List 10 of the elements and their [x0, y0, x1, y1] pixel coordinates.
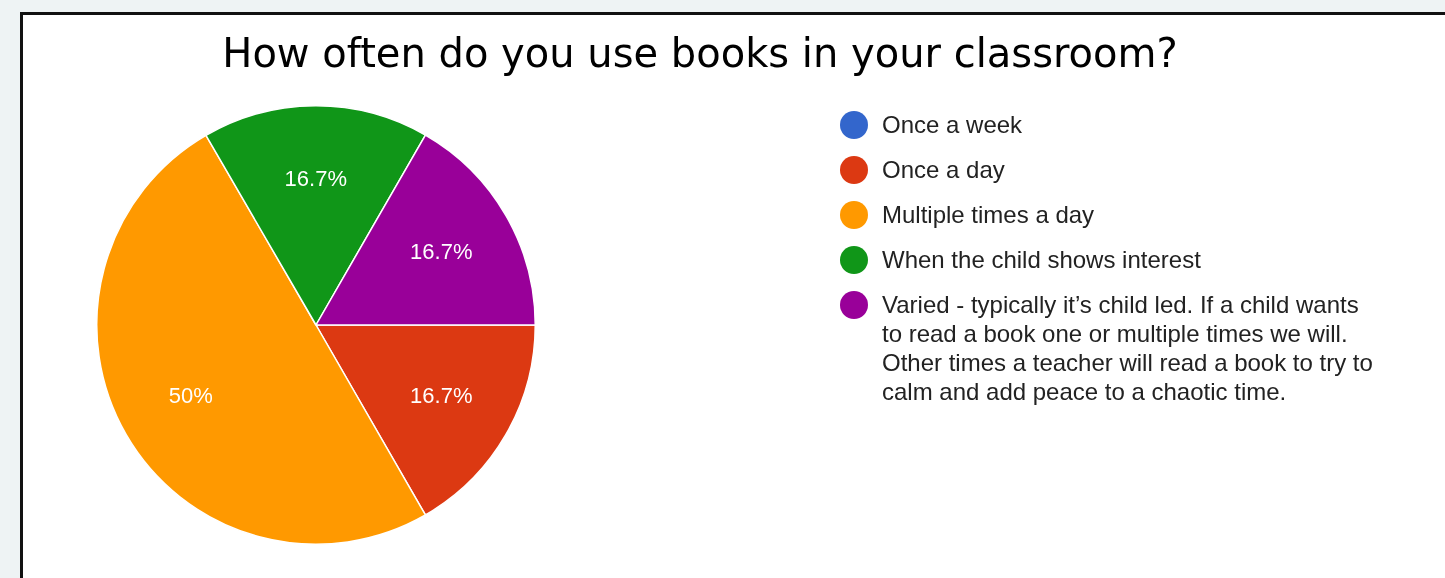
legend-label: When the child shows interest [882, 245, 1201, 274]
legend-label: Varied - typically it’s child led. If a child wants to read a book one or multiple times we will. Other times a teacher will read a book to try to calm and add peace to a chaotic time. [882, 290, 1374, 406]
data-label: 16.7% [284, 166, 347, 192]
chart-title: How often do you use books in your classroom? [221, 30, 1179, 76]
data-label: 50% [168, 383, 213, 409]
data-label: 16.7% [410, 238, 473, 264]
legend-label: Once a week [882, 110, 1023, 139]
data-label: 16.7% [410, 383, 473, 409]
legend-label: Once a day [882, 155, 1005, 184]
legend-label: Multiple times a day [882, 200, 1095, 229]
